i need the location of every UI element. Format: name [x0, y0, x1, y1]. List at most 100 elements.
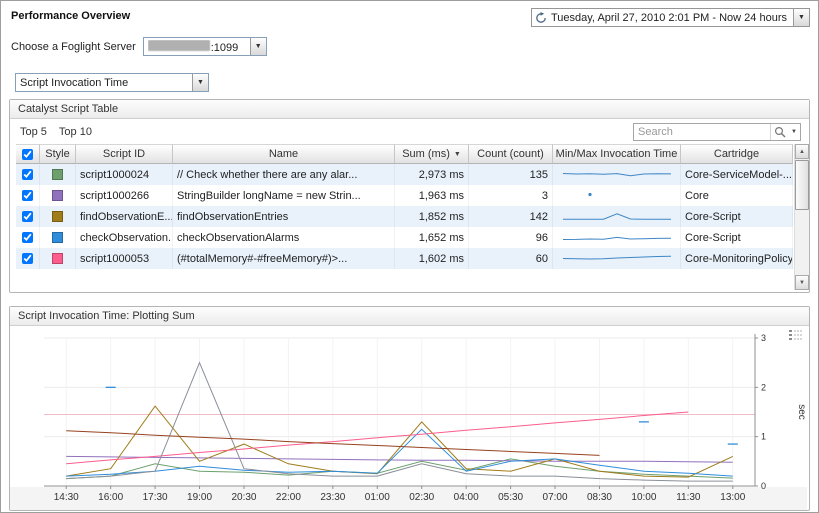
sort-descending-icon: ▼: [453, 150, 461, 158]
sum-cell: 2,973 ms: [395, 164, 469, 185]
plotting-sum-panel: Script Invocation Time: Plotting Sum 14:…: [9, 306, 810, 511]
metric-selector-value: Script Invocation Time: [20, 76, 129, 89]
svg-text:22:00: 22:00: [276, 492, 301, 503]
style-swatch: [52, 190, 63, 201]
time-range-dropdown-arrow[interactable]: ▼: [793, 9, 809, 26]
search-dropdown-arrow[interactable]: ▼: [791, 129, 797, 135]
search-icon[interactable]: [770, 124, 788, 140]
svg-text:16:00: 16:00: [98, 492, 123, 503]
column-header-script-id[interactable]: Script ID: [76, 144, 173, 164]
column-header-count[interactable]: Count (count): [469, 144, 553, 164]
svg-text:02:30: 02:30: [409, 492, 434, 503]
script-id-cell: script1000024: [76, 164, 173, 185]
column-header-minmax[interactable]: Min/Max Invocation Time: [553, 144, 681, 164]
svg-text:14:30: 14:30: [54, 492, 79, 503]
table-row[interactable]: checkObservation... checkObservationAlar…: [16, 227, 793, 248]
chart-panel-title: Script Invocation Time: Plotting Sum: [10, 307, 809, 326]
count-cell: 60: [469, 248, 553, 269]
minmax-sparkline-cell: [553, 227, 681, 248]
table-panel-title: Catalyst Script Table: [10, 100, 809, 119]
cartridge-cell: Core-ServiceModel-...: [681, 164, 793, 185]
select-all-checkbox[interactable]: [22, 148, 33, 160]
server-name-redacted: [147, 39, 210, 51]
svg-text:07:00: 07:00: [543, 492, 568, 503]
svg-text:1: 1: [761, 432, 766, 442]
search-box[interactable]: ▼: [633, 123, 801, 141]
minmax-sparkline-cell: [553, 164, 681, 185]
row-checkbox[interactable]: [22, 232, 33, 243]
table-row[interactable]: script1000024 // Check whether there are…: [16, 164, 793, 185]
svg-text:13:00: 13:00: [720, 492, 745, 503]
catalyst-script-table-panel: Catalyst Script Table Top 5 Top 10 ▼ Sty…: [9, 99, 810, 293]
style-swatch: [52, 253, 63, 264]
server-selector-combobox[interactable]: :1099 ▼: [142, 37, 267, 56]
cartridge-cell: Core: [681, 185, 793, 206]
table-toolbar: Top 5 Top 10 ▼: [10, 119, 809, 144]
svg-text:2: 2: [761, 382, 766, 392]
metric-selector-combobox[interactable]: Script Invocation Time ▼: [15, 73, 209, 92]
count-cell: 96: [469, 227, 553, 248]
invocation-time-chart: 14:30 16:00 17:30 19:00 20:30 22:00 23:30 01:00…: [10, 333, 807, 510]
chart-legend-icon[interactable]: [789, 329, 803, 344]
svg-text:0: 0: [761, 481, 766, 491]
column-header-cartridge[interactable]: Cartridge: [681, 144, 793, 164]
time-range-text: Tuesday, April 27, 2010 2:01 PM - Now 24…: [550, 11, 787, 24]
row-checkbox[interactable]: [22, 211, 33, 222]
svg-text:17:30: 17:30: [143, 492, 168, 503]
name-cell: (#totalMemory#-#freeMemory#)>...: [173, 248, 395, 269]
table-wrap: Style Script ID Name Sum (ms) ▼ Count (co…: [10, 144, 809, 290]
svg-text:20:30: 20:30: [231, 492, 256, 503]
table-scrollbar[interactable]: ▲ ▼: [794, 144, 809, 290]
top5-link[interactable]: Top 5: [20, 126, 47, 138]
time-range-selector[interactable]: Tuesday, April 27, 2010 2:01 PM - Now 24…: [530, 8, 810, 27]
minmax-sparkline: [559, 250, 675, 268]
server-name-value: :1099: [147, 39, 250, 54]
minmax-sparkline: [559, 166, 675, 184]
minmax-sparkline: [559, 187, 675, 205]
svg-text:11:30: 11:30: [676, 492, 701, 503]
time-range-icon: [535, 11, 547, 24]
table-row[interactable]: findObservationE... findObservationEntri…: [16, 206, 793, 227]
server-dropdown-arrow[interactable]: ▼: [249, 38, 266, 55]
count-cell: 142: [469, 206, 553, 227]
metric-dropdown-arrow[interactable]: ▼: [192, 74, 208, 91]
server-port-text: :1099: [210, 41, 239, 54]
scroll-thumb[interactable]: [795, 160, 809, 210]
row-checkbox[interactable]: [22, 169, 33, 180]
svg-text:sec: sec: [796, 404, 807, 420]
scroll-down-button[interactable]: ▼: [795, 275, 809, 290]
sum-cell: 1,852 ms: [395, 206, 469, 227]
sum-cell: 1,602 ms: [395, 248, 469, 269]
svg-text:01:00: 01:00: [365, 492, 390, 503]
column-header-sum[interactable]: Sum (ms) ▼: [395, 144, 469, 164]
script-id-cell: script1000053: [76, 248, 173, 269]
table-row[interactable]: script1000053 (#totalMemory#-#freeMemory…: [16, 248, 793, 269]
cartridge-cell: Core-Script: [681, 206, 793, 227]
table-row[interactable]: script1000266 StringBuilder longName = n…: [16, 185, 793, 206]
style-swatch: [52, 232, 63, 243]
server-selector-row: Choose a Foglight Server :1099 ▼: [1, 27, 818, 56]
column-header-style[interactable]: Style: [40, 144, 76, 164]
top-bar: Performance Overview Tuesday, April 27, …: [1, 1, 818, 27]
minmax-sparkline: [559, 229, 675, 247]
svg-text:19:00: 19:00: [187, 492, 212, 503]
name-cell: findObservationEntries: [173, 206, 395, 227]
table-header-row: Style Script ID Name Sum (ms) ▼ Count (co…: [16, 144, 793, 164]
top10-link[interactable]: Top 10: [58, 126, 92, 138]
row-checkbox[interactable]: [22, 253, 33, 264]
style-swatch: [52, 169, 63, 180]
cartridge-cell: Core-MonitoringPolicy: [681, 248, 793, 269]
server-selector-label: Choose a Foglight Server: [11, 40, 136, 53]
count-cell: 3: [469, 185, 553, 206]
column-header-name[interactable]: Name: [173, 144, 395, 164]
minmax-sparkline-cell: [553, 206, 681, 227]
row-checkbox[interactable]: [22, 190, 33, 201]
script-id-cell: findObservationE...: [76, 206, 173, 227]
count-cell: 135: [469, 164, 553, 185]
svg-text:23:30: 23:30: [320, 492, 345, 503]
search-input[interactable]: [634, 126, 770, 138]
scroll-up-button[interactable]: ▲: [795, 144, 809, 159]
style-swatch: [52, 211, 63, 222]
script-id-cell: checkObservation...: [76, 227, 173, 248]
chart-body: 14:30 16:00 17:30 19:00 20:30 22:00 23:30 01:00…: [10, 326, 809, 510]
